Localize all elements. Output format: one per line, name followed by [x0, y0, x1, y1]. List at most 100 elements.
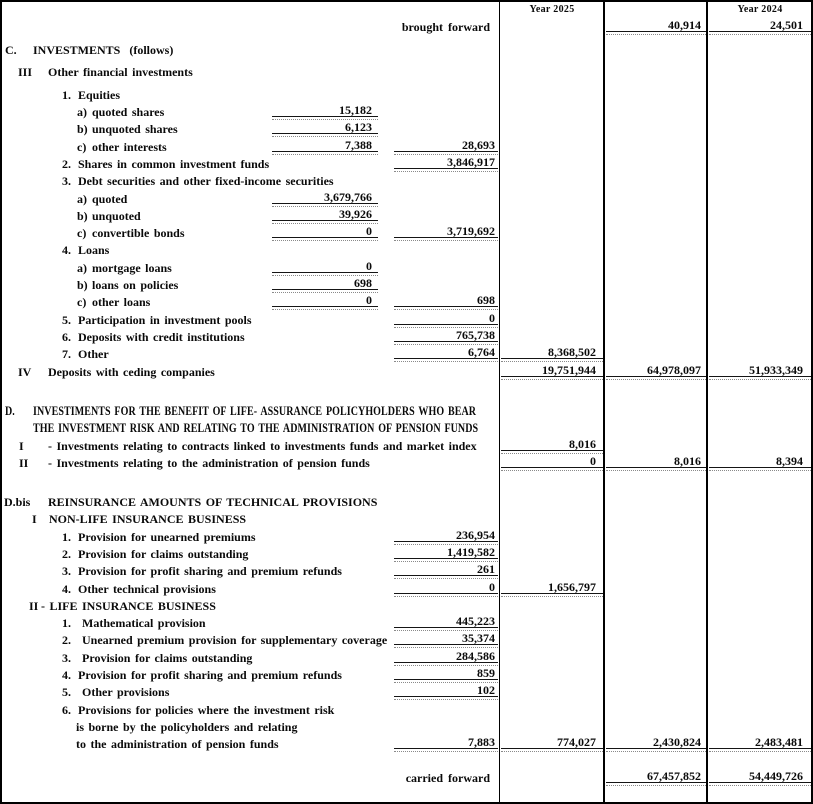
- value-cell-c1: 0: [501, 454, 603, 471]
- row-num: D.bis: [4, 495, 31, 509]
- value-cell-c1: 1,656,797: [501, 580, 603, 597]
- row-num: IV: [18, 365, 32, 379]
- row-num: 2.: [62, 547, 71, 561]
- row-label: Provision for claims outstanding: [82, 651, 253, 665]
- value-cell-B: 236,954: [394, 528, 498, 545]
- row-label: other loans: [92, 295, 151, 309]
- row-num: 6.: [62, 703, 71, 717]
- value-cell-c3: 2,483,481: [709, 735, 811, 752]
- row-label: INVESTMENTS (follows): [33, 43, 174, 57]
- row-label: Other provisions: [82, 685, 170, 699]
- column-divider-3: [706, 0, 708, 804]
- value-cell-A: 0: [272, 259, 378, 276]
- value-cell-B: 3,719,692: [394, 224, 498, 241]
- row-label: Other financial investments: [48, 65, 193, 79]
- value-cell-c3: 54,449,726: [709, 769, 811, 786]
- row-label: Deposits with credit institutions: [78, 330, 245, 344]
- row-label: other interests: [92, 140, 167, 154]
- row-num: a): [77, 105, 87, 119]
- row-label: Provision for profit sharing and premium…: [78, 564, 342, 578]
- value-cell-A: 698: [272, 276, 378, 293]
- value-cell-A: 6,123: [272, 120, 378, 137]
- value-cell-c1: 8,016: [501, 437, 603, 454]
- value-cell-B: 28,693: [394, 138, 498, 155]
- row-num: 2.: [62, 633, 71, 647]
- row-label: Provision for claims outstanding: [78, 547, 249, 561]
- row-label: unquoted: [92, 209, 141, 223]
- value-cell-B: 859: [394, 666, 498, 683]
- column-header-year-2024: Year 2024: [737, 4, 783, 15]
- row-num: 6.: [62, 330, 71, 344]
- value-cell-A: 3,679,766: [272, 190, 378, 207]
- value-cell-B: 698: [394, 293, 498, 310]
- row-label: Debt securities and other fixed-income s…: [78, 174, 334, 188]
- row-num: 3.: [62, 564, 71, 578]
- row-label: Equities: [78, 88, 121, 102]
- row-num: 4.: [62, 582, 71, 596]
- value-cell-B: 35,374: [394, 631, 498, 648]
- value-cell-A: 0: [272, 224, 378, 241]
- value-cell-c1: 19,751,944: [501, 363, 603, 380]
- row-label: Provisions for policies where the invest…: [78, 703, 335, 717]
- value-cell-c1: 8,368,502: [501, 345, 603, 362]
- row-num: c): [77, 140, 87, 154]
- value-cell-B: 7,883: [394, 735, 498, 752]
- row-label: is borne by the policyholders and relati…: [76, 720, 298, 734]
- value-cell-B: 765,738: [394, 328, 498, 345]
- value-cell-c1: 774,027: [501, 735, 603, 752]
- row-label: loans on policies: [92, 278, 179, 292]
- row-num: a): [77, 261, 87, 275]
- value-cell-B: 284,586: [394, 649, 498, 666]
- row-label: INVESTIMENTS FOR THE BENEFIT OF LIFE- AS…: [33, 404, 477, 418]
- row-label: unquoted shares: [92, 122, 178, 136]
- row-label: Participation in investment pools: [78, 313, 252, 327]
- value-cell-B: 3,846,917: [394, 155, 498, 172]
- value-cell-B: 1,419,582: [394, 545, 498, 562]
- value-cell-c3: 24,501: [709, 18, 811, 35]
- row-num: a): [77, 192, 87, 206]
- row-label: NON-LIFE INSURANCE BUSINESS: [49, 512, 247, 526]
- row-num: 3.: [62, 174, 71, 188]
- value-cell-B: 261: [394, 562, 498, 579]
- row-num: III: [18, 65, 33, 79]
- row-label: Deposits with ceding companies: [48, 365, 215, 379]
- value-cell-B: 445,223: [394, 614, 498, 631]
- row-num: 4.: [62, 668, 71, 682]
- row-label: - LIFE INSURANCE BUSINESS: [41, 599, 216, 613]
- row-num: 5.: [62, 313, 71, 327]
- row-num: II: [29, 599, 39, 613]
- value-cell-c2: 8,016: [606, 454, 706, 471]
- value-cell-c2: 67,457,852: [606, 769, 706, 786]
- row-num: I: [19, 439, 24, 453]
- flow-label: carried forward: [405, 771, 490, 785]
- value-cell-c3: 51,933,349: [709, 363, 811, 380]
- row-num: 2.: [62, 157, 71, 171]
- row-label: Loans: [78, 243, 110, 257]
- row-num: 1.: [62, 530, 71, 544]
- column-divider-1: [499, 0, 500, 804]
- row-num: 3.: [62, 651, 71, 665]
- row-num: c): [77, 226, 87, 240]
- row-num: 5.: [62, 685, 71, 699]
- value-cell-B: 6,764: [394, 345, 498, 362]
- row-label: Other: [78, 347, 109, 361]
- column-header-year-2025: Year 2025: [529, 4, 575, 15]
- row-num: 1.: [62, 88, 71, 102]
- column-divider-2: [603, 0, 605, 804]
- row-num: b): [77, 122, 88, 136]
- value-cell-c3: 8,394: [709, 454, 811, 471]
- row-num: I: [32, 512, 37, 526]
- row-num: b): [77, 209, 88, 223]
- value-cell-c2: 2,430,824: [606, 735, 706, 752]
- value-cell-A: 39,926: [272, 207, 378, 224]
- value-cell-A: 0: [272, 293, 378, 310]
- row-label: THE INVESTMENT RISK AND RELATING TO THE …: [33, 421, 479, 435]
- row-num: II: [19, 456, 29, 470]
- row-label: Mathematical provision: [82, 616, 206, 630]
- row-num: c): [77, 295, 87, 309]
- row-label: Provision for unearned premiums: [78, 530, 256, 544]
- row-label: REINSURANCE AMOUNTS OF TECHNICAL PROVISI…: [48, 495, 378, 509]
- row-label: convertible bonds: [92, 226, 185, 240]
- row-num: 7.: [62, 347, 71, 361]
- value-cell-c2: 64,978,097: [606, 363, 706, 380]
